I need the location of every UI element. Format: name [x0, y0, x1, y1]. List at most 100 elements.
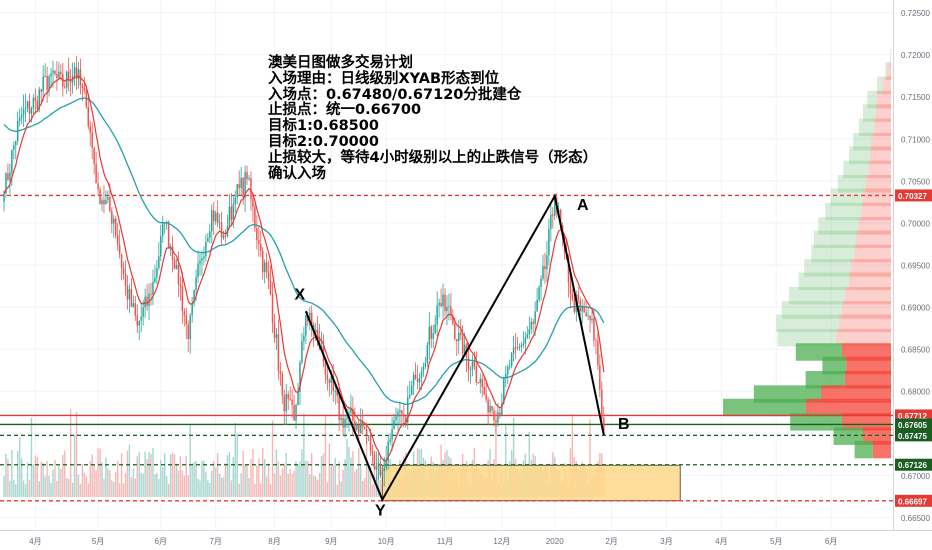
- candle-body: [395, 416, 397, 421]
- volume-bar: [15, 484, 17, 497]
- candle-body: [299, 362, 301, 392]
- volume-bar: [20, 458, 23, 497]
- profile-buy-bar: [843, 160, 869, 179]
- candle-body: [11, 149, 13, 173]
- volume-bar: [218, 473, 221, 497]
- volume-bar: [352, 451, 354, 497]
- candle-body: [113, 218, 115, 224]
- candle-body: [546, 255, 548, 270]
- candle-body: [420, 371, 423, 378]
- candle-body: [361, 422, 364, 428]
- candle-body: [410, 385, 413, 395]
- volume-bar: [330, 466, 333, 497]
- y-tick-label: 0.71000: [901, 135, 930, 144]
- profile-sell-bar: [858, 217, 891, 235]
- y-tick-label: 0.69000: [901, 304, 930, 313]
- candle-body: [234, 197, 237, 205]
- y-tick-label: 0.68500: [901, 346, 930, 355]
- candle-body: [13, 145, 15, 150]
- candle-body: [505, 374, 507, 379]
- profile-buy-bar: [837, 174, 866, 193]
- candle-body: [377, 463, 380, 467]
- volume-bar: [207, 480, 209, 497]
- volume-bar: [254, 483, 256, 497]
- candle-body: [3, 193, 5, 202]
- x-tick-label: 2月: [605, 537, 617, 546]
- volume-bar: [85, 476, 88, 497]
- candle-body: [191, 303, 193, 316]
- volume-bar: [69, 408, 72, 497]
- candle-body: [358, 424, 360, 434]
- profile-buy-bar: [795, 343, 842, 361]
- candle-body: [181, 286, 184, 311]
- volume-bar: [320, 456, 323, 497]
- candle-body: [407, 397, 409, 423]
- candle-body: [293, 404, 295, 421]
- annotation-line-4: 止损点：统一0.66700: [268, 102, 422, 119]
- volume-bar: [81, 463, 84, 497]
- candle-body: [503, 378, 505, 404]
- candle-body: [405, 416, 407, 423]
- volume-bar: [314, 476, 317, 497]
- volume-bar: [318, 473, 321, 497]
- volume-bar: [363, 477, 366, 497]
- y-tick-label: 0.66500: [901, 514, 930, 523]
- profile-buy-bar: [777, 328, 837, 347]
- price-axis-bg: [893, 0, 932, 550]
- pattern-label-y: Y: [375, 503, 386, 520]
- candle-body: [199, 260, 201, 264]
- volume-bar: [52, 469, 54, 497]
- volume-bar: [103, 478, 105, 497]
- volume-bar: [326, 482, 329, 497]
- candle-body: [187, 324, 189, 340]
- profile-buy-bar: [858, 118, 875, 137]
- candle-body: [291, 399, 293, 405]
- volume-bar: [311, 453, 313, 497]
- volume-bar: [5, 453, 7, 497]
- volume-bar: [116, 460, 119, 497]
- volume-bar: [285, 453, 287, 497]
- volume-bar: [118, 483, 121, 497]
- candle-body: [52, 70, 54, 74]
- volume-bar: [324, 415, 327, 497]
- candle-body: [75, 67, 78, 80]
- volume-bar: [224, 463, 227, 497]
- volume-bar: [371, 484, 374, 497]
- volume-bar: [287, 473, 289, 497]
- volume-bar: [60, 468, 62, 497]
- candle-body: [340, 418, 342, 420]
- candle-body: [542, 265, 544, 279]
- x-tick-label: 4月: [29, 537, 41, 546]
- volume-bar: [495, 422, 497, 497]
- pattern-label-x: X: [295, 286, 306, 303]
- volume-bar: [199, 480, 201, 497]
- candle-body: [175, 265, 178, 269]
- x-tick-label: 8月: [268, 537, 280, 546]
- candle-body: [597, 340, 599, 366]
- volume-bar: [136, 456, 138, 497]
- candle-body: [328, 379, 331, 383]
- candle-body: [452, 315, 454, 324]
- candle-body: [493, 410, 495, 421]
- candle-body: [128, 288, 131, 300]
- candle-body: [336, 391, 338, 396]
- candle-body: [581, 306, 583, 312]
- candle-body: [330, 376, 333, 383]
- candle-body: [114, 218, 117, 236]
- volume-bar: [36, 457, 39, 497]
- candle-body: [318, 336, 321, 349]
- volume-bar: [24, 484, 27, 497]
- candle-body: [120, 254, 123, 268]
- candle-body: [491, 405, 493, 411]
- volume-bar: [179, 456, 182, 497]
- volume-bar: [162, 467, 164, 497]
- candle-body: [40, 89, 42, 92]
- candle-body: [573, 298, 576, 312]
- candle-body: [195, 277, 197, 291]
- y-tick-label: 0.70500: [901, 177, 930, 186]
- candle-body: [150, 293, 152, 295]
- candle-body: [38, 89, 41, 109]
- volume-bar: [301, 449, 303, 497]
- candle-body: [95, 163, 97, 184]
